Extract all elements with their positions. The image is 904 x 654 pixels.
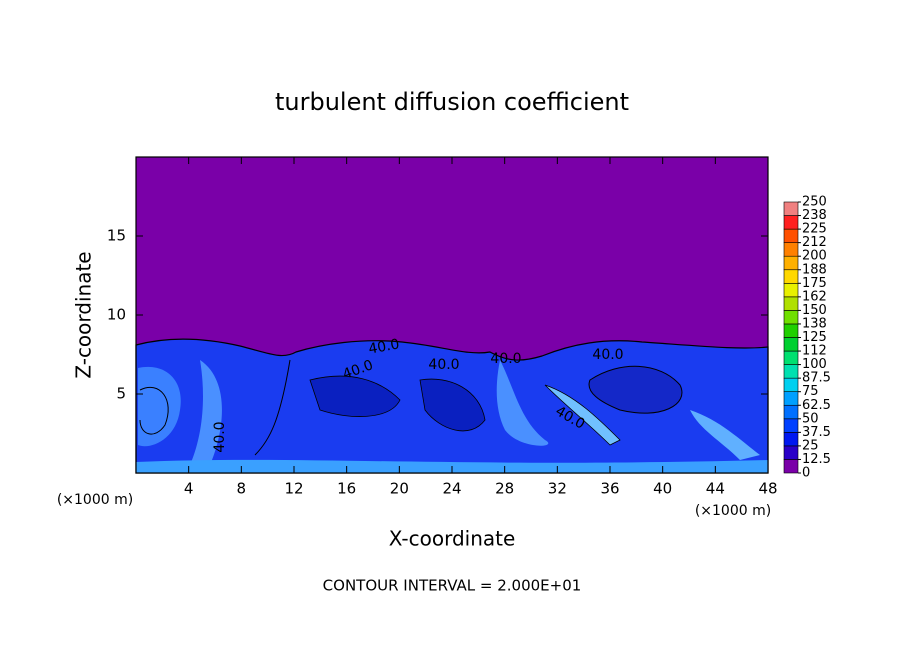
- colorbar-label: 175: [802, 276, 827, 291]
- field: [135, 157, 769, 474]
- contour-label: 40.0: [428, 357, 459, 373]
- contour-line: [254, 359, 291, 456]
- x-tick-label: 32: [548, 480, 567, 498]
- contour-label: 40.0: [592, 347, 623, 363]
- colorbar-label: 238: [802, 208, 827, 223]
- y-axis-label: Z-coordinate: [72, 251, 96, 378]
- contour-label: 40.0: [490, 351, 521, 367]
- colorbar-segment: [783, 296, 799, 311]
- x-tick-label: 48: [758, 480, 777, 498]
- colorbar-label: 225: [802, 222, 827, 237]
- colorbar-label: 12.5: [802, 452, 831, 467]
- field-blob: [544, 384, 621, 446]
- x-tick-label: 20: [390, 480, 409, 498]
- y-tick-label: 5: [116, 385, 126, 403]
- colorbar-label: 75: [802, 384, 819, 399]
- colorbar-label: 138: [802, 316, 827, 331]
- field-blob: [138, 366, 181, 447]
- colorbar-segment: [783, 269, 799, 284]
- colorbar-segment: [783, 445, 799, 460]
- field-blob: [419, 378, 486, 432]
- y-tick-label: 10: [107, 306, 126, 324]
- contour-label: 40.0: [212, 421, 228, 452]
- contour-line: [139, 387, 169, 435]
- contour-label: 40.0: [367, 336, 400, 357]
- colorbar-label: 25: [802, 438, 819, 453]
- colorbar-segment: [783, 255, 799, 271]
- colorbar-segment: [783, 418, 799, 433]
- colorbar-segment: [783, 242, 799, 257]
- colorbar-segment: [783, 201, 799, 216]
- colorbar-segment: [783, 282, 799, 298]
- x-tick-label: 4: [184, 480, 194, 498]
- colorbar-label: 162: [802, 289, 827, 304]
- x-unit-label: (×1000 m): [695, 503, 771, 519]
- x-tick-label: 16: [337, 480, 356, 498]
- x-tick-label: 28: [495, 480, 514, 498]
- colorbar-label: 62.5: [802, 398, 831, 413]
- colorbar-label: 188: [802, 262, 827, 277]
- x-unit-label: (×1000 m): [57, 492, 133, 508]
- colorbar-label: 50: [802, 411, 819, 426]
- x-tick-label: 36: [600, 480, 619, 498]
- colorbar-segment: [783, 364, 799, 379]
- y-tick-label: 15: [107, 227, 126, 245]
- colorbar-segment: [783, 391, 799, 406]
- field-blob: [309, 375, 401, 417]
- footer: CONTOUR INTERVAL = 2.000E+01: [323, 577, 582, 595]
- colorbar-label: 87.5: [802, 371, 831, 386]
- field-blob: [588, 365, 683, 414]
- field-blob: [690, 410, 760, 460]
- colorbar-label: 125: [802, 330, 827, 345]
- colorbar-segment: [783, 350, 799, 365]
- colorbar-label: 150: [802, 303, 827, 318]
- x-tick-label: 12: [284, 480, 303, 498]
- chart-title: turbulent diffusion coefficient: [275, 88, 629, 116]
- colorbar-segment: [783, 323, 799, 338]
- x-tick-label: 44: [706, 480, 725, 498]
- colorbar-segment: [783, 459, 799, 474]
- colorbar-label: 112: [802, 344, 827, 359]
- x-axis-label: X-coordinate: [389, 527, 516, 551]
- colorbar-segment: [783, 432, 799, 447]
- x-tick-label: 24: [442, 480, 461, 498]
- x-tick-label: 40: [653, 480, 672, 498]
- colorbar-label: 212: [802, 235, 827, 250]
- colorbar-segment: [783, 404, 799, 420]
- colorbar-segment: [783, 337, 799, 352]
- colorbar-label: 0: [802, 466, 810, 481]
- colorbar-label: 250: [802, 195, 827, 210]
- colorbar-segment: [783, 228, 799, 243]
- colorbar-segment: [783, 215, 799, 230]
- field-blob: [190, 360, 222, 465]
- x-tick-label: 8: [237, 480, 247, 498]
- colorbar-label: 100: [802, 357, 827, 372]
- field-blob: [496, 360, 549, 446]
- colorbar-segment: [783, 310, 799, 325]
- colorbar-label: 37.5: [802, 425, 831, 440]
- colorbar-label: 200: [802, 249, 827, 264]
- colorbar-segment: [783, 377, 799, 392]
